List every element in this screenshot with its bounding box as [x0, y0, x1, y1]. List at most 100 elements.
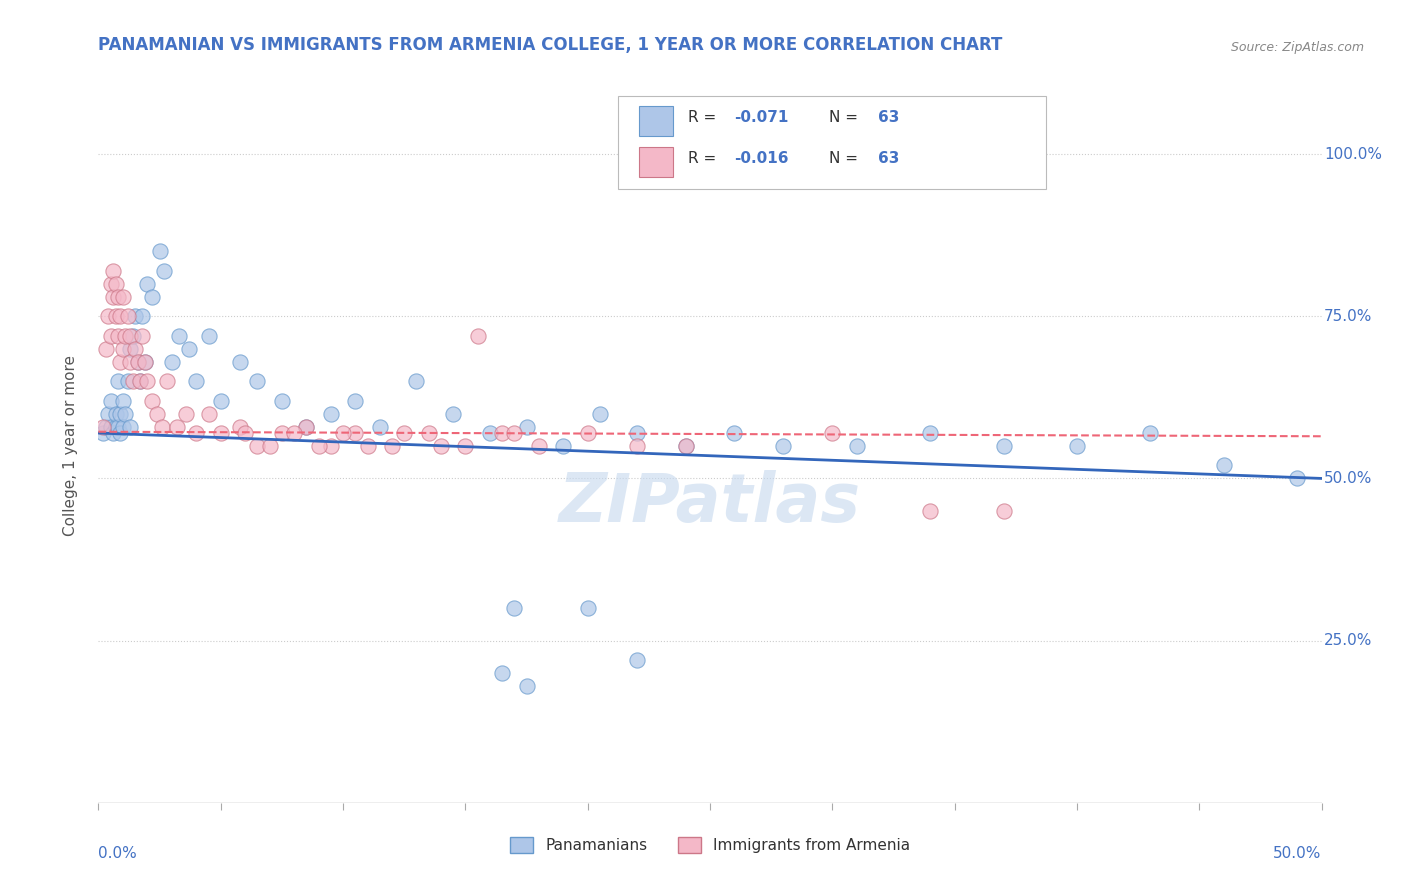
Point: [107, 328, 129, 343]
Point: [626, 439, 648, 453]
FancyBboxPatch shape: [640, 147, 673, 177]
Point: [153, 264, 176, 278]
Point: [920, 425, 942, 440]
Point: [308, 439, 330, 453]
Point: [107, 419, 129, 434]
Point: [283, 425, 305, 440]
Text: 50.0%: 50.0%: [1274, 846, 1322, 861]
Point: [441, 407, 464, 421]
Point: [675, 439, 697, 453]
Point: [127, 354, 149, 368]
Point: [209, 393, 232, 408]
Point: [124, 342, 146, 356]
Text: 0.0%: 0.0%: [98, 846, 138, 861]
Point: [246, 374, 269, 388]
Text: Source: ZipAtlas.com: Source: ZipAtlas.com: [1230, 40, 1364, 54]
Point: [920, 504, 942, 518]
Point: [100, 328, 122, 343]
Point: [160, 354, 183, 368]
Point: [1066, 439, 1088, 453]
Point: [136, 374, 159, 388]
Point: [176, 407, 198, 421]
Point: [845, 439, 868, 453]
Point: [114, 328, 136, 343]
Point: [186, 374, 208, 388]
Text: 63: 63: [877, 111, 898, 126]
Point: [392, 425, 416, 440]
Point: [91, 425, 114, 440]
Point: [117, 374, 139, 388]
Point: [233, 425, 256, 440]
Point: [129, 374, 152, 388]
Point: [405, 374, 427, 388]
Point: [121, 328, 143, 343]
Point: [111, 393, 134, 408]
Text: 50.0%: 50.0%: [1324, 471, 1372, 486]
Point: [97, 310, 120, 324]
Point: [723, 425, 745, 440]
Point: [381, 439, 404, 453]
Point: [295, 419, 318, 434]
Text: PANAMANIAN VS IMMIGRANTS FROM ARMENIA COLLEGE, 1 YEAR OR MORE CORRELATION CHART: PANAMANIAN VS IMMIGRANTS FROM ARMENIA CO…: [98, 36, 1002, 54]
Point: [1212, 458, 1234, 473]
Point: [332, 425, 354, 440]
Point: [467, 328, 489, 343]
Point: [97, 407, 120, 421]
Point: [259, 439, 281, 453]
Point: [150, 419, 173, 434]
Point: [134, 354, 156, 368]
Point: [120, 354, 142, 368]
Text: ZIPatlas: ZIPatlas: [560, 470, 860, 536]
Point: [197, 328, 219, 343]
Point: [131, 310, 153, 324]
Point: [107, 374, 129, 388]
Point: [246, 439, 269, 453]
Point: [319, 439, 342, 453]
Point: [993, 504, 1015, 518]
Point: [229, 419, 252, 434]
Point: [1286, 471, 1309, 485]
Point: [186, 425, 208, 440]
Point: [356, 439, 378, 453]
Point: [527, 439, 550, 453]
Point: [418, 425, 440, 440]
Point: [104, 419, 127, 434]
Point: [454, 439, 477, 453]
Point: [503, 601, 526, 615]
Point: [626, 425, 648, 440]
Point: [111, 342, 134, 356]
Point: [120, 328, 142, 343]
Point: [101, 290, 124, 304]
Point: [110, 425, 132, 440]
Point: [156, 374, 179, 388]
Point: [91, 419, 114, 434]
Text: -0.016: -0.016: [734, 152, 789, 167]
Point: [121, 374, 143, 388]
Point: [110, 407, 132, 421]
Point: [166, 419, 188, 434]
Point: [270, 425, 294, 440]
Text: 63: 63: [877, 152, 898, 167]
Point: [104, 407, 127, 421]
Point: [167, 328, 190, 343]
Point: [503, 425, 526, 440]
Point: [146, 407, 169, 421]
Point: [101, 264, 124, 278]
Point: [107, 290, 129, 304]
Point: [141, 290, 163, 304]
Text: 25.0%: 25.0%: [1324, 633, 1372, 648]
Text: R =: R =: [688, 152, 721, 167]
Point: [344, 393, 367, 408]
Text: R =: R =: [688, 111, 721, 126]
Point: [120, 342, 142, 356]
Point: [124, 310, 146, 324]
Point: [430, 439, 453, 453]
Point: [141, 393, 163, 408]
Text: -0.071: -0.071: [734, 111, 789, 126]
Point: [104, 277, 127, 291]
Point: [209, 425, 232, 440]
Point: [134, 354, 156, 368]
Point: [478, 425, 501, 440]
Point: [100, 419, 122, 434]
Text: 100.0%: 100.0%: [1324, 146, 1382, 161]
